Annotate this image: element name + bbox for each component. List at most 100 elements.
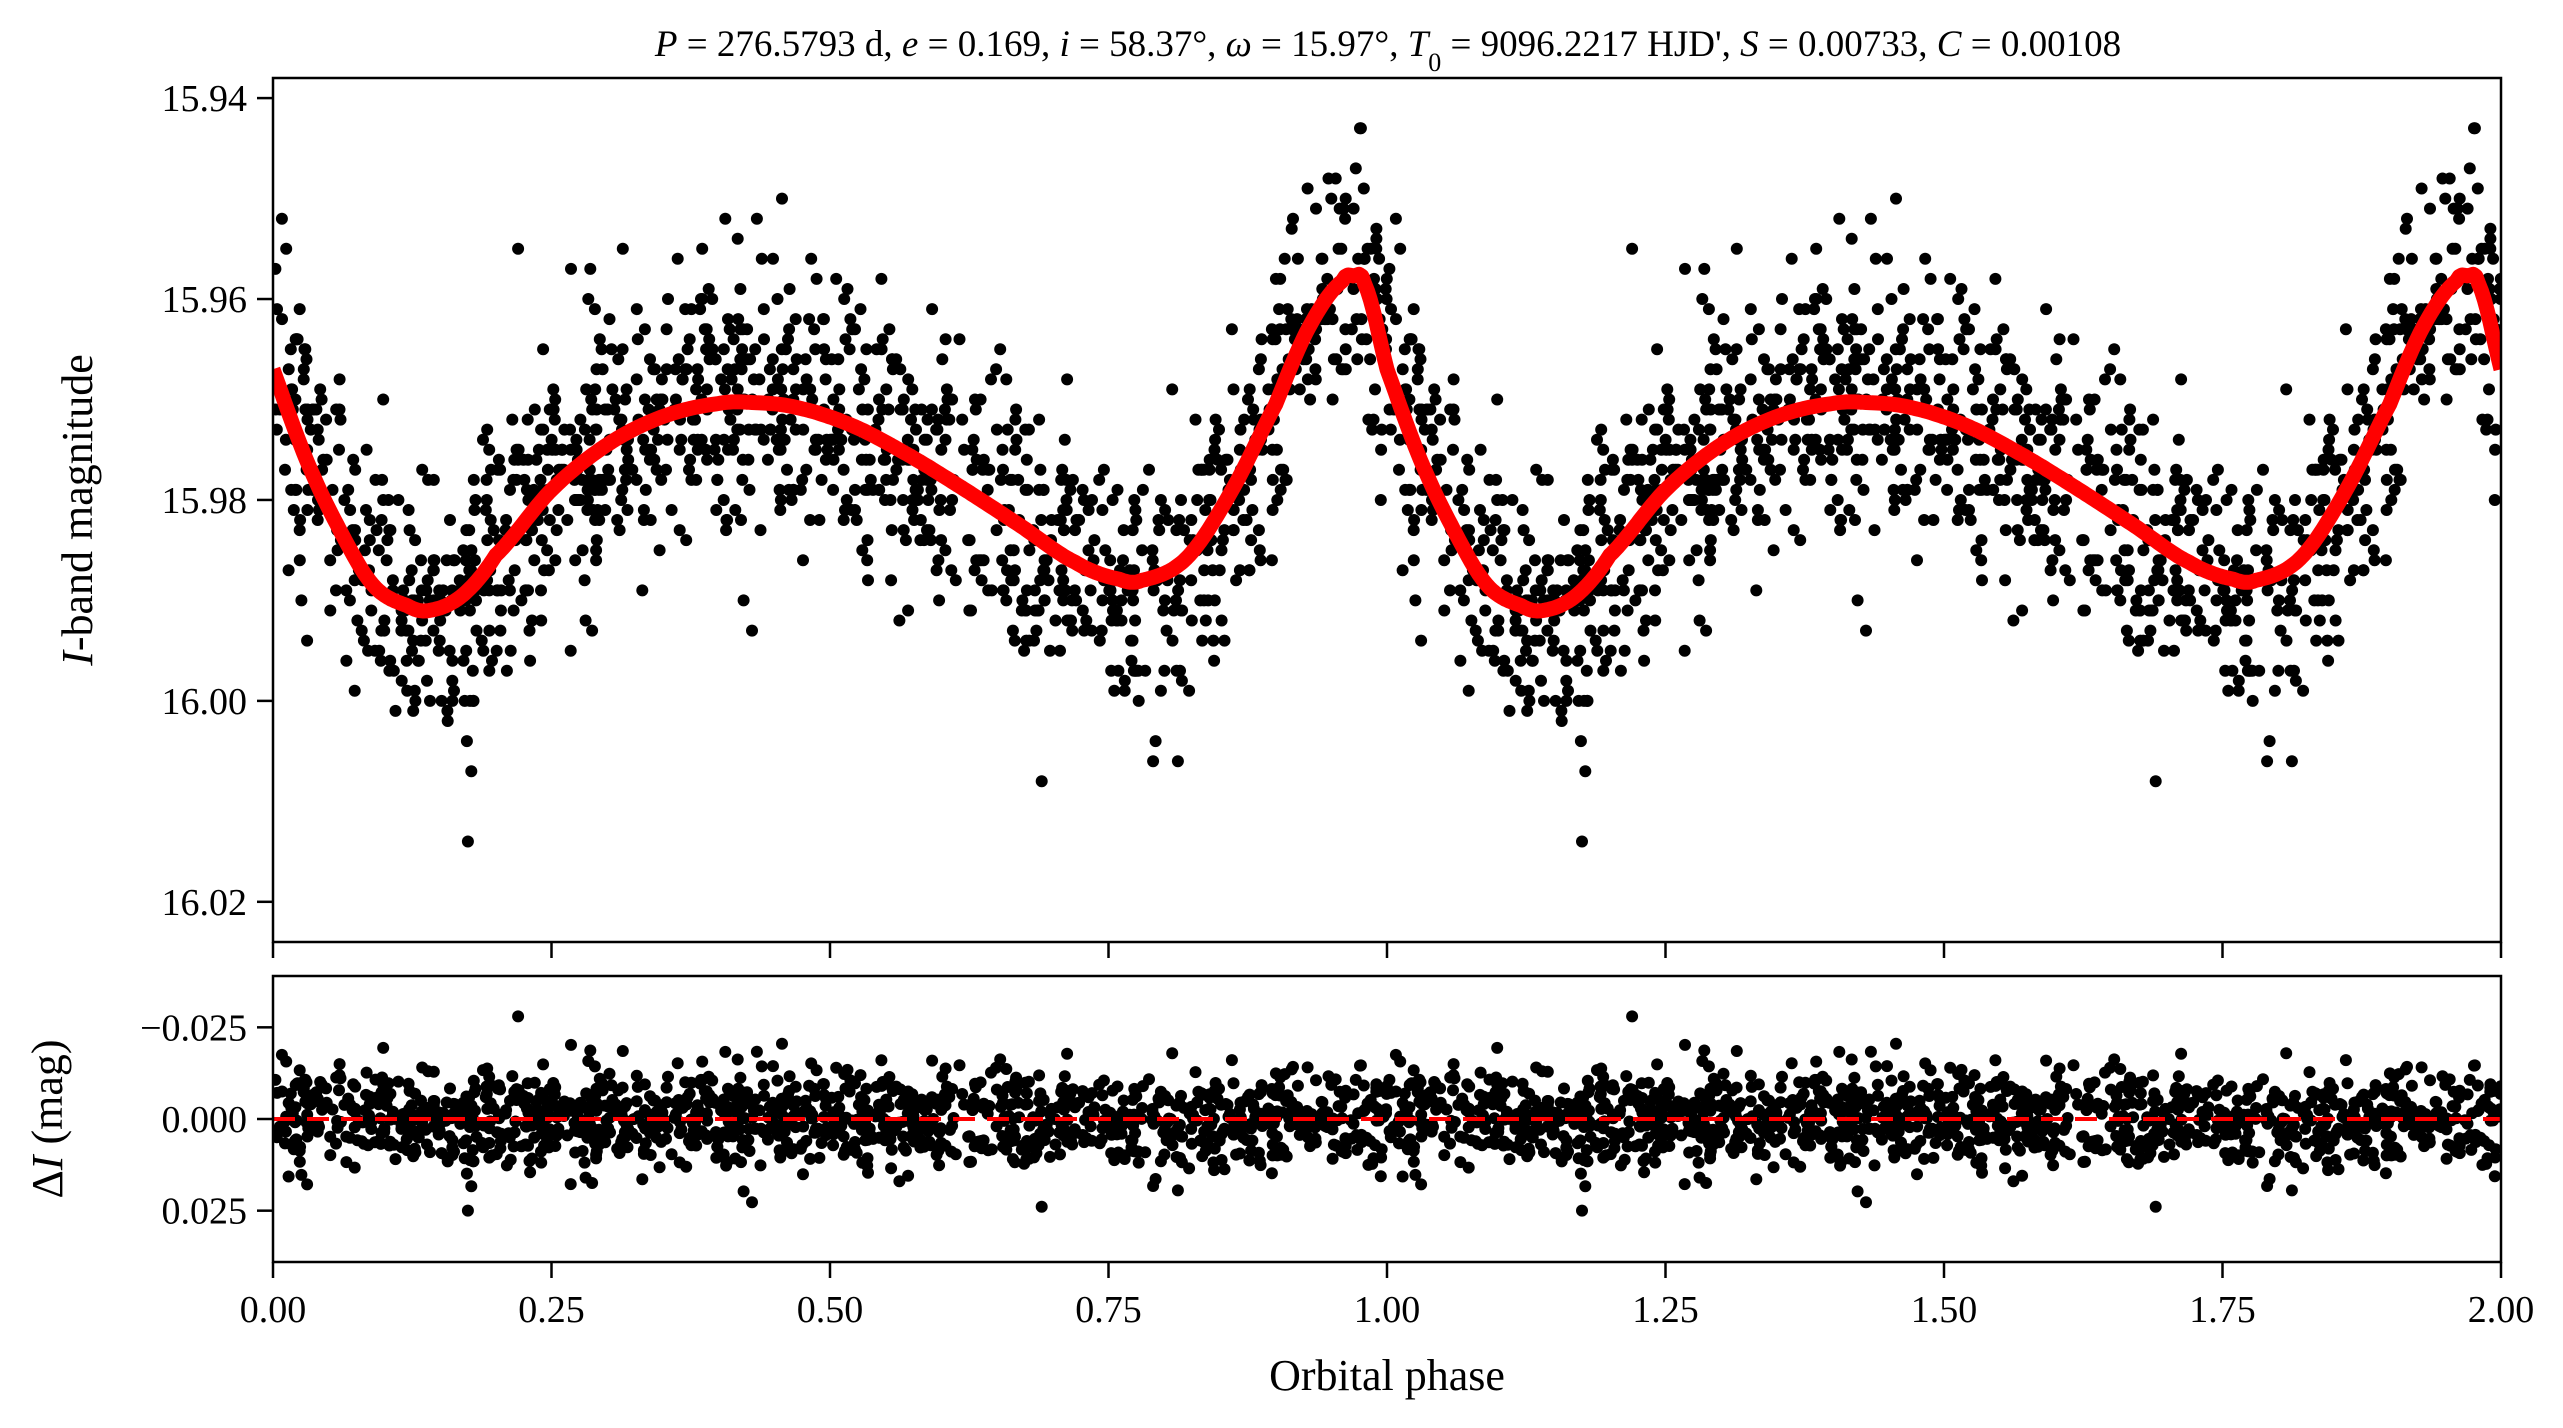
residual-point [893,1175,906,1188]
data-point [2472,252,2485,265]
data-point [276,313,288,326]
data-point [1192,463,1205,476]
data-point [1529,554,1541,567]
data-point [2123,443,2136,456]
data-point [911,483,924,496]
data-point [844,313,857,326]
data-point [535,614,548,627]
residual-point [1688,1096,1701,1109]
data-point [1219,453,1232,466]
data-point [700,343,713,356]
residual-point [1055,1085,1068,1098]
residual-point [1730,1081,1743,1094]
data-point [734,353,747,366]
residual-point [2184,1126,2197,1139]
residual-point [2405,1101,2418,1113]
residual-point [835,1119,848,1132]
residual-point [1170,1151,1183,1163]
residual-point [1984,1080,1997,1093]
data-point [1698,262,1711,275]
data-point [2489,423,2501,436]
data-point [1752,393,1765,406]
residual-point [1254,1086,1267,1098]
data-point [377,393,390,406]
data-point [2341,383,2354,396]
data-point [2484,232,2497,245]
data-point [679,363,692,376]
data-point [1010,433,1023,446]
data-point [1696,293,1709,305]
data-point [552,504,565,516]
data-point [1620,413,1633,426]
data-point [2369,333,2382,346]
data-point [583,433,596,446]
data-point [2028,534,2041,547]
data-point [363,514,376,526]
data-point [526,614,538,627]
data-point [437,584,450,597]
data-point [1136,544,1149,557]
data-point [1953,333,1966,346]
data-point [1403,483,1416,496]
data-point [470,624,483,637]
data-point [958,443,971,456]
residual-point [660,1081,673,1094]
data-point [348,574,361,587]
residual-point [460,1134,473,1147]
data-point [1970,403,1983,416]
data-point [461,835,474,848]
data-point [818,343,831,356]
data-point [767,252,779,265]
residual-point [2405,1079,2418,1092]
data-point [2385,494,2398,506]
residual-point [933,1159,946,1172]
data-point [357,634,370,647]
data-point [2250,483,2263,496]
data-point [1447,373,1460,386]
data-point [1751,504,1764,516]
data-point [882,403,895,416]
residual-point [2172,1070,2185,1083]
data-point [1684,433,1697,446]
data-point [1333,202,1346,215]
data-point [1767,544,1780,557]
data-point [1132,664,1145,677]
data-point [1617,584,1630,597]
data-point [774,494,787,506]
data-point [1762,453,1775,466]
residual-point [969,1077,981,1090]
residual-point [1375,1151,1388,1164]
data-point [1895,463,1907,476]
data-point [619,393,632,406]
residual-point [1523,1087,1536,1100]
data-point [1358,252,1371,265]
residual-point [910,1102,922,1115]
data-point [1491,494,1504,506]
residual-point [444,1082,456,1095]
residual-point [1477,1090,1490,1103]
data-point [2144,624,2157,637]
title-omega-symbol: ω [1226,24,1252,65]
data-point [349,524,361,537]
data-point [1581,473,1594,486]
data-point [1560,654,1573,667]
data-point [1582,504,1595,516]
residual-point [2167,1126,2180,1139]
data-point [561,514,574,526]
data-point [314,383,327,396]
data-point [1940,433,1953,446]
data-point [800,373,813,386]
data-point [500,664,513,677]
data-point [813,514,826,526]
data-point [2347,443,2360,456]
data-point [1666,504,1679,516]
data-point [2213,544,2226,557]
data-point [680,534,693,547]
residual-point [1785,1057,1798,1070]
data-point [1384,423,1397,436]
data-point [2050,353,2063,366]
residual-point [1880,1096,1893,1109]
residual-point [1070,1126,1083,1139]
residual-point [630,1095,643,1108]
data-point [2465,353,2478,366]
